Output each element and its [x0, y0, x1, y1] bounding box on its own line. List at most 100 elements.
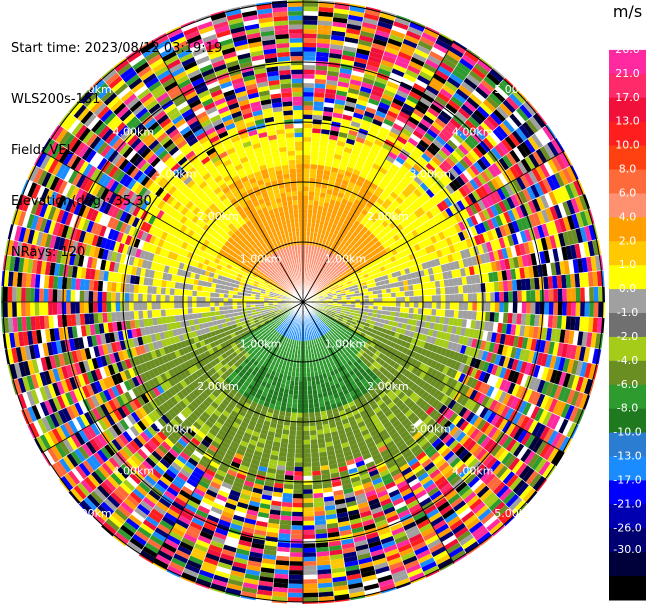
range-gate [411, 220, 419, 230]
range-gate [322, 206, 329, 213]
range-gate [498, 237, 506, 249]
range-gate [434, 152, 446, 164]
range-gate [309, 268, 312, 273]
range-gate [574, 273, 581, 288]
range-gate [456, 61, 472, 74]
range-gate [288, 209, 294, 215]
range-gate [401, 127, 413, 138]
range-gate [169, 302, 175, 309]
ray-separator [302, 254, 602, 303]
range-gate [334, 250, 340, 256]
range-gate [353, 61, 367, 69]
range-gate [386, 292, 392, 298]
range-gate [293, 128, 303, 133]
range-gate [334, 200, 342, 207]
range-gate [324, 161, 333, 167]
range-gate [436, 294, 441, 302]
range-gate [440, 287, 446, 295]
range-gate [541, 223, 550, 238]
range-gate [419, 36, 436, 47]
range-gate [296, 173, 303, 178]
range-gate [330, 264, 336, 270]
range-gate [336, 140, 346, 147]
range-gate [332, 293, 337, 296]
range-gate [445, 170, 456, 182]
range-gate [433, 273, 440, 282]
range-gate [303, 101, 314, 106]
range-gate [564, 183, 575, 200]
range-gate [332, 272, 337, 278]
range-gate [332, 21, 348, 28]
range-gate [329, 171, 338, 178]
range-gate [357, 43, 372, 52]
range-gate [365, 212, 373, 220]
range-gate [340, 59, 355, 66]
ray-separator [302, 32, 441, 303]
range-gate [325, 156, 334, 163]
range-gate [363, 255, 370, 262]
range-gate [412, 200, 421, 210]
range-gate [303, 263, 305, 268]
range-gate [403, 124, 415, 134]
range-gate [368, 291, 374, 296]
range-gate [326, 70, 340, 77]
range-gate [457, 241, 465, 251]
range-gate [417, 100, 430, 111]
range-gate [518, 190, 528, 204]
range-gate [142, 310, 148, 319]
range-gate [346, 280, 352, 285]
range-gate [367, 171, 377, 179]
range-gate [517, 255, 524, 268]
range-gate [327, 66, 341, 73]
range-gate [350, 173, 360, 180]
range-gate [521, 290, 527, 302]
range-gate [344, 204, 352, 212]
range-gate [336, 264, 342, 270]
range-gate [474, 212, 483, 224]
range-gate [16, 302, 22, 317]
range-gate [277, 142, 287, 148]
range-gate [460, 81, 475, 94]
range-gate [393, 93, 407, 103]
range-gate [523, 201, 533, 216]
range-gate [486, 262, 493, 273]
range-gate [357, 39, 373, 47]
range-gate [486, 230, 495, 242]
range-gate [315, 288, 320, 293]
range-gate [392, 187, 402, 197]
range-gate [429, 50, 444, 62]
range-gate [346, 133, 357, 141]
range-gate [360, 266, 366, 272]
range-gate [485, 292, 491, 302]
range-gate [331, 26, 347, 33]
range-gate [349, 265, 355, 271]
range-gate [289, 47, 303, 52]
range-gate [315, 260, 319, 266]
range-gate [561, 274, 567, 289]
range-gate [338, 284, 344, 288]
range-gate [316, 289, 321, 293]
range-gate [289, 38, 303, 43]
range-gate [335, 263, 341, 269]
range-gate [310, 146, 320, 152]
range-gate [314, 69, 328, 76]
range-gate [360, 257, 366, 264]
range-gate [330, 288, 336, 292]
range-gate [354, 164, 363, 172]
range-gate [332, 266, 337, 272]
range-gate [513, 163, 524, 177]
range-gate [524, 228, 532, 242]
range-gate [339, 67, 353, 75]
range-gate [356, 245, 363, 252]
range-gate [445, 262, 452, 272]
range-gate [441, 238, 449, 248]
range-gate [445, 156, 456, 168]
range-gate [540, 194, 550, 209]
range-gate [369, 93, 382, 102]
range-gate [512, 89, 526, 105]
range-gate [201, 291, 206, 297]
range-gate [323, 296, 329, 299]
range-gate [543, 276, 549, 290]
range-gate [300, 249, 303, 255]
range-gate [314, 78, 327, 85]
